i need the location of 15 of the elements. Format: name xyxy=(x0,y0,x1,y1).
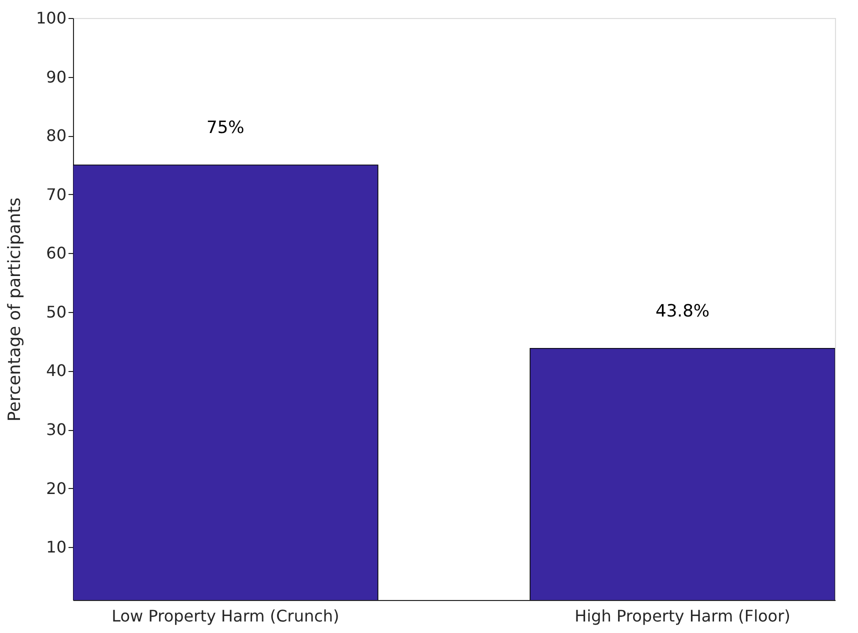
x-tick-label: Low Property Harm (Crunch) xyxy=(112,606,340,626)
data-label: 75% xyxy=(206,118,244,138)
y-tick-label: 100 xyxy=(36,8,66,28)
y-tick-label: 10 xyxy=(46,538,66,557)
y-tick-label: 50 xyxy=(46,302,66,322)
y-tick-label: 70 xyxy=(46,184,66,204)
y-tick-label: 90 xyxy=(46,67,66,86)
x-tick-label: High Property Harm (Floor) xyxy=(574,606,790,626)
y-tick-label: 80 xyxy=(46,126,66,146)
y-axis-title: Percentage of participants xyxy=(4,197,25,422)
y-tick-label: 20 xyxy=(46,478,66,498)
y-tick-label: 60 xyxy=(46,244,66,263)
y-tick-label: 30 xyxy=(46,420,66,440)
y-tick-label: 40 xyxy=(46,361,66,380)
data-label: 43.8% xyxy=(656,301,710,322)
